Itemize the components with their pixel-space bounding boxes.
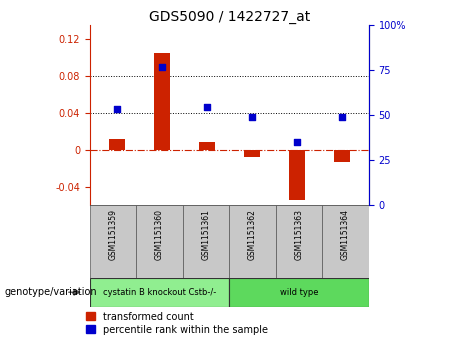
Text: GSM1151363: GSM1151363 bbox=[295, 209, 304, 260]
Bar bbox=[276, 205, 322, 278]
Bar bbox=[199, 142, 215, 150]
Bar bbox=[289, 150, 305, 200]
Text: GSM1151360: GSM1151360 bbox=[155, 209, 164, 260]
Point bbox=[113, 106, 121, 112]
Text: GSM1151364: GSM1151364 bbox=[341, 209, 350, 260]
Bar bbox=[136, 205, 183, 278]
Text: GSM1151359: GSM1151359 bbox=[109, 209, 118, 260]
Text: GSM1151361: GSM1151361 bbox=[201, 209, 211, 260]
Bar bbox=[90, 278, 230, 307]
Text: cystatin B knockout Cstb-/-: cystatin B knockout Cstb-/- bbox=[103, 288, 216, 297]
Legend: transformed count, percentile rank within the sample: transformed count, percentile rank withi… bbox=[86, 311, 268, 335]
Title: GDS5090 / 1422727_at: GDS5090 / 1422727_at bbox=[149, 11, 310, 24]
Point bbox=[158, 64, 165, 70]
Bar bbox=[183, 205, 230, 278]
Bar bbox=[334, 150, 350, 162]
Bar bbox=[154, 53, 170, 150]
Text: GSM1151362: GSM1151362 bbox=[248, 209, 257, 260]
Point bbox=[293, 139, 301, 145]
Text: wild type: wild type bbox=[280, 288, 319, 297]
Bar bbox=[230, 278, 369, 307]
Point bbox=[248, 114, 255, 119]
Bar bbox=[230, 205, 276, 278]
Point bbox=[338, 114, 345, 119]
Bar bbox=[90, 205, 136, 278]
Bar bbox=[244, 150, 260, 157]
Bar bbox=[322, 205, 369, 278]
Text: genotype/variation: genotype/variation bbox=[5, 287, 97, 297]
Bar bbox=[109, 139, 125, 150]
Point bbox=[203, 105, 211, 110]
